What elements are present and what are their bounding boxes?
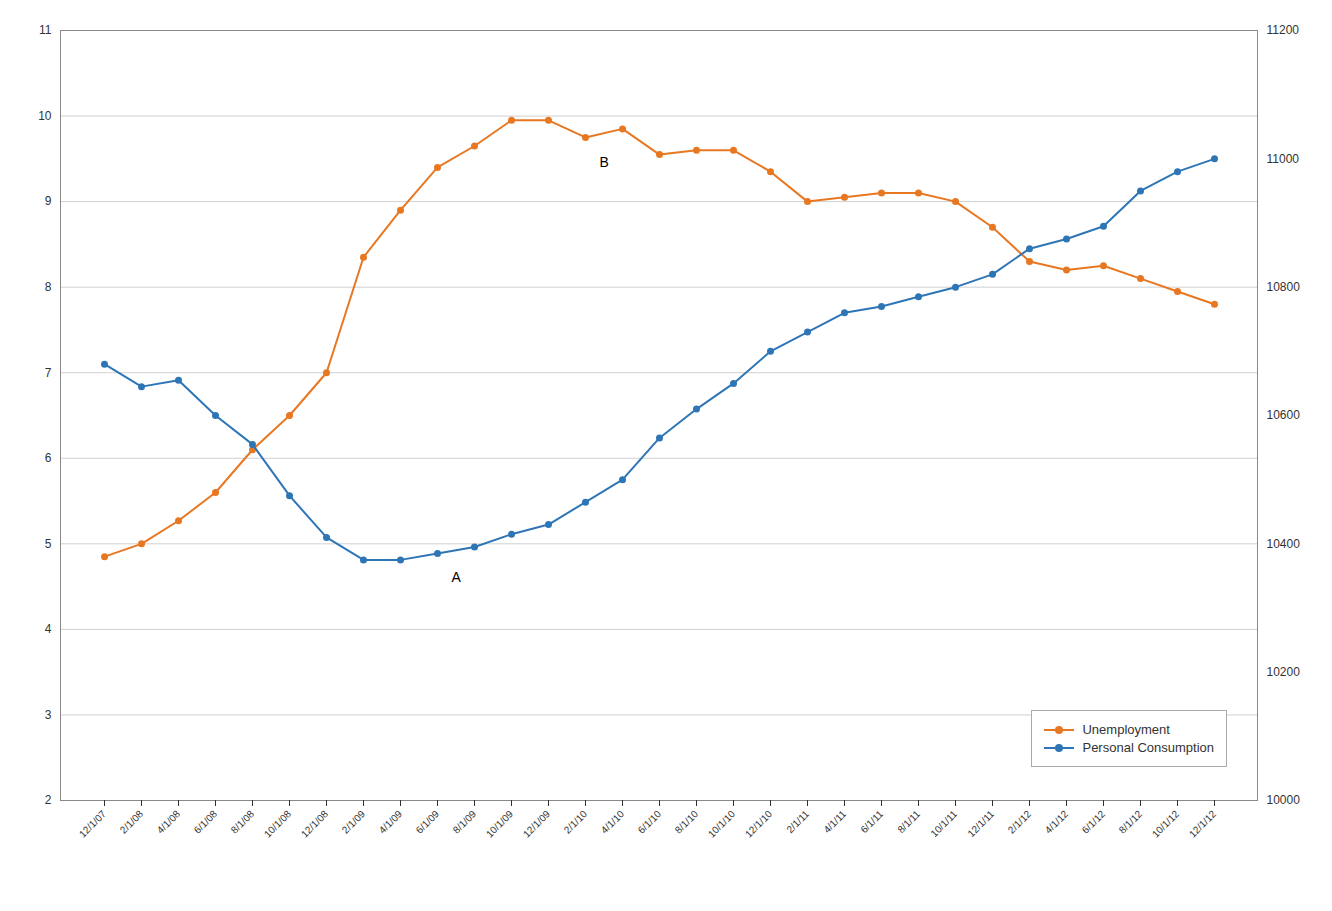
svg-text:6/1/11: 6/1/11 <box>858 808 885 835</box>
svg-text:2/1/08: 2/1/08 <box>118 808 146 836</box>
svg-text:11: 11 <box>39 23 52 37</box>
svg-text:4/1/10: 4/1/10 <box>599 808 627 836</box>
svg-text:11000: 11000 <box>1267 152 1300 166</box>
svg-text:12/1/07: 12/1/07 <box>77 808 109 840</box>
svg-text:6/1/10: 6/1/10 <box>636 808 664 836</box>
svg-text:12/1/11: 12/1/11 <box>965 808 996 839</box>
svg-text:5: 5 <box>45 537 52 551</box>
svg-text:9: 9 <box>45 194 52 208</box>
svg-text:12/1/09: 12/1/09 <box>521 808 553 840</box>
svg-text:10600: 10600 <box>1267 408 1301 422</box>
svg-text:6/1/08: 6/1/08 <box>192 808 220 836</box>
svg-text:4/1/12: 4/1/12 <box>1043 808 1071 836</box>
svg-text:10/1/12: 10/1/12 <box>1150 808 1182 840</box>
svg-text:A: A <box>452 569 462 585</box>
svg-text:7: 7 <box>45 366 52 380</box>
svg-text:2/1/10: 2/1/10 <box>562 808 590 836</box>
svg-text:3: 3 <box>45 708 52 722</box>
svg-text:4/1/11: 4/1/11 <box>821 808 848 835</box>
svg-text:6/1/12: 6/1/12 <box>1080 808 1108 836</box>
svg-text:B: B <box>600 154 609 170</box>
svg-text:12/1/12: 12/1/12 <box>1187 808 1219 840</box>
svg-text:10000: 10000 <box>1267 793 1301 807</box>
svg-text:4/1/08: 4/1/08 <box>155 808 183 836</box>
svg-text:12/1/10: 12/1/10 <box>743 808 775 840</box>
svg-text:8/1/09: 8/1/09 <box>451 808 479 836</box>
svg-text:8/1/10: 8/1/10 <box>673 808 701 836</box>
svg-text:10/1/10: 10/1/10 <box>706 808 738 840</box>
svg-text:2/1/12: 2/1/12 <box>1006 808 1034 836</box>
svg-text:2/1/09: 2/1/09 <box>340 808 368 836</box>
svg-text:8/1/11: 8/1/11 <box>895 808 922 835</box>
svg-text:10/1/09: 10/1/09 <box>484 808 516 840</box>
svg-text:10800: 10800 <box>1267 280 1301 294</box>
svg-text:4/1/09: 4/1/09 <box>377 808 405 836</box>
html-text:Personal Consumption: Personal Consumption <box>1082 740 1214 755</box>
svg-text:8/1/12: 8/1/12 <box>1117 808 1145 836</box>
svg-text:8/1/08: 8/1/08 <box>229 808 257 836</box>
svg-text:10: 10 <box>38 109 52 123</box>
svg-text:10200: 10200 <box>1267 665 1301 679</box>
svg-text:10/1/11: 10/1/11 <box>928 808 959 839</box>
svg-text:10400: 10400 <box>1267 537 1301 551</box>
svg-text:4: 4 <box>45 622 52 636</box>
svg-text:10/1/08: 10/1/08 <box>262 808 294 840</box>
svg-text:2/1/11: 2/1/11 <box>784 808 811 835</box>
svg-text:2: 2 <box>45 793 52 807</box>
html-text:Unemployment: Unemployment <box>1082 722 1170 737</box>
svg-text:6/1/09: 6/1/09 <box>414 808 442 836</box>
svg-text:8: 8 <box>45 280 52 294</box>
svg-text:11200: 11200 <box>1267 23 1300 37</box>
svg-text:6: 6 <box>45 451 52 465</box>
svg-text:12/1/08: 12/1/08 <box>299 808 331 840</box>
